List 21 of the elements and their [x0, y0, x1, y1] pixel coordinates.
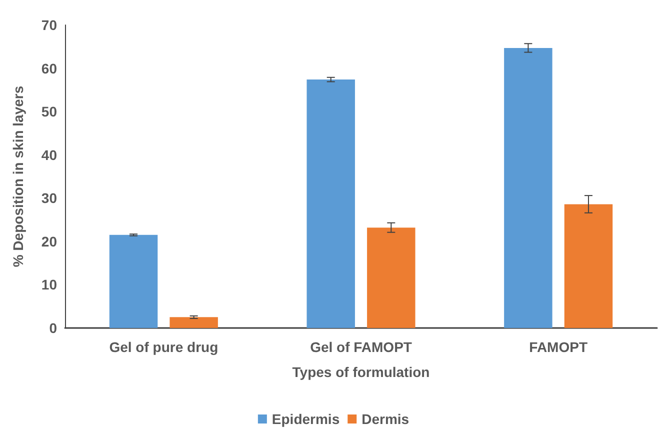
bar [564, 204, 613, 328]
bar [170, 317, 218, 328]
y-tick-label: 40 [41, 146, 58, 163]
x-tick-label: Gel of FAMOPT [310, 339, 412, 355]
x-tick-label: FAMOPT [529, 339, 588, 355]
y-tick-label: 0 [49, 320, 58, 336]
bar [367, 228, 416, 328]
y-axis-title: % Deposition in skin layers [10, 86, 26, 268]
y-tick-label: 10 [41, 276, 58, 293]
y-tick-label: 20 [41, 233, 58, 250]
x-axis-title: Types of formulation [292, 364, 430, 380]
bar [306, 80, 355, 328]
y-tick-label: 70 [41, 17, 58, 33]
legend-label: Dermis [362, 411, 410, 427]
bar [504, 48, 552, 328]
y-tick-label: 50 [41, 104, 58, 120]
y-tick-label: 30 [41, 190, 58, 206]
x-tick-label: Gel of pure drug [109, 339, 218, 355]
legend-label: Epidermis [272, 411, 340, 427]
y-tick-label: 60 [41, 60, 58, 76]
bar [109, 234, 158, 328]
